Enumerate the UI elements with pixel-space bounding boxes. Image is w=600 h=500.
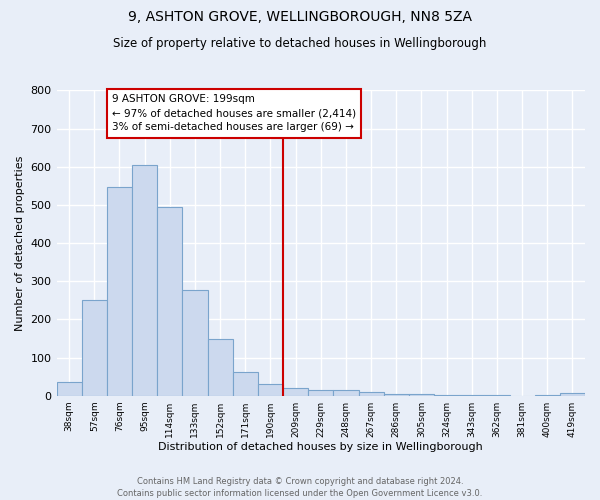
Bar (107, 186, 132, 396)
Bar (208, 339, 233, 396)
Bar (283, 388, 308, 396)
Text: 9 ASHTON GROVE: 199sqm
← 97% of detached houses are smaller (2,414)
3% of semi-d: 9 ASHTON GROVE: 199sqm ← 97% of detached… (112, 94, 356, 132)
Bar (82, 300, 107, 396)
Text: Contains HM Land Registry data © Crown copyright and database right 2024.
Contai: Contains HM Land Registry data © Crown c… (118, 476, 482, 498)
Bar (157, 207, 182, 396)
Bar (459, 395, 484, 396)
Text: 9, ASHTON GROVE, WELLINGBOROUGH, NN8 5ZA: 9, ASHTON GROVE, WELLINGBOROUGH, NN8 5ZA (128, 10, 472, 24)
Bar (258, 384, 283, 396)
Bar (308, 390, 334, 396)
Bar (383, 394, 409, 396)
Bar (334, 390, 359, 396)
Bar (409, 394, 434, 396)
Bar (132, 165, 157, 396)
Bar (182, 290, 208, 396)
X-axis label: Distribution of detached houses by size in Wellingborough: Distribution of detached houses by size … (158, 442, 483, 452)
Bar (560, 393, 585, 396)
Bar (233, 372, 258, 396)
Bar (56, 382, 82, 396)
Bar (434, 395, 459, 396)
Text: Size of property relative to detached houses in Wellingborough: Size of property relative to detached ho… (113, 38, 487, 51)
Bar (359, 392, 383, 396)
Y-axis label: Number of detached properties: Number of detached properties (15, 156, 25, 331)
